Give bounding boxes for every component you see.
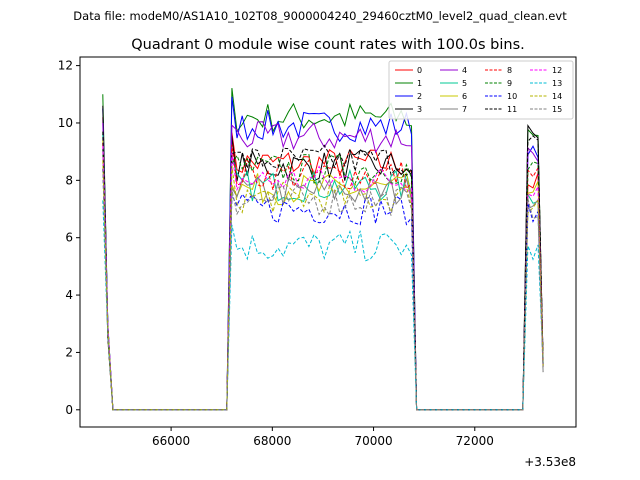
series-line-15 <box>102 168 544 411</box>
x-tick-label: 72000 <box>456 434 494 448</box>
legend-label-14: 14 <box>552 92 562 101</box>
series-line-1 <box>102 88 544 411</box>
series-line-14 <box>102 160 544 411</box>
chart-title: Quadrant 0 module wise count rates with … <box>131 37 525 53</box>
series-line-11 <box>102 131 544 411</box>
y-tick-label: 0 <box>65 403 73 417</box>
legend-label-2: 2 <box>417 92 422 101</box>
y-tick-label: 8 <box>65 173 73 187</box>
legend-label-6: 6 <box>462 92 467 101</box>
series-line-2 <box>102 96 544 411</box>
x-tick-label: 68000 <box>253 434 291 448</box>
x-axis: 66000 68000 70000 72000 <box>152 427 494 448</box>
series-line-6 <box>102 140 544 411</box>
legend-box <box>388 60 574 120</box>
series-line-13 <box>102 200 544 411</box>
legend-label-8: 8 <box>507 66 512 75</box>
series-line-4 <box>102 121 544 411</box>
legend-label-3: 3 <box>417 105 422 114</box>
y-tick-label: 4 <box>65 288 73 302</box>
x-offset-label: +3.53e8 <box>524 455 576 469</box>
series-line-8 <box>102 142 544 411</box>
legend-label-13: 13 <box>552 79 562 88</box>
y-tick-label: 12 <box>58 59 73 73</box>
series-line-3 <box>102 105 544 411</box>
x-tick-label: 66000 <box>152 434 190 448</box>
series-layer <box>102 88 544 411</box>
legend-label-1: 1 <box>417 79 422 88</box>
series-line-7 <box>102 151 544 411</box>
y-tick-label: 6 <box>65 231 73 245</box>
legend-label-0: 0 <box>417 66 422 75</box>
series-line-9 <box>102 148 544 411</box>
legend-label-5: 5 <box>462 79 467 88</box>
x-tick-label: 70000 <box>354 434 392 448</box>
legend-label-7: 7 <box>462 105 467 114</box>
legend-label-15: 15 <box>552 105 562 114</box>
legend-label-4: 4 <box>462 66 467 75</box>
suptitle: Data file: modeM0/AS1A10_102T08_90000042… <box>73 9 567 23</box>
legend-label-10: 10 <box>507 92 517 101</box>
legend-label-11: 11 <box>507 105 517 114</box>
y-tick-label: 2 <box>65 345 73 359</box>
plot-frame <box>79 56 577 428</box>
y-tick-label: 10 <box>58 116 73 130</box>
legend-label-9: 9 <box>507 79 512 88</box>
legend-label-12: 12 <box>552 66 562 75</box>
y-axis: 0 2 4 6 8 10 12 <box>58 59 80 417</box>
